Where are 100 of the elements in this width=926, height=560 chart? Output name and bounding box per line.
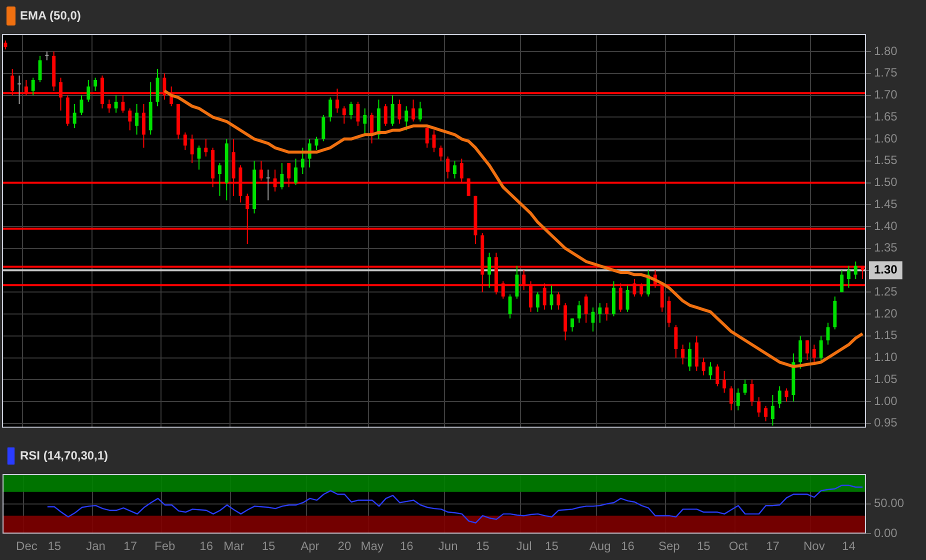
candlestick — [404, 106, 408, 131]
candlestick — [218, 162, 222, 196]
x-tick-label: 16 — [400, 539, 414, 554]
candlestick — [508, 294, 512, 319]
y-tick-label: 0.95 — [874, 416, 898, 430]
candlestick — [729, 386, 733, 411]
x-tick-label: Oct — [728, 539, 748, 554]
candlestick — [591, 306, 595, 332]
candlestick — [570, 318, 574, 332]
x-tick-label: 15 — [476, 539, 490, 554]
x-tick-label: May — [360, 539, 384, 554]
candlestick — [294, 158, 298, 186]
candlestick — [45, 51, 49, 61]
candlestick — [86, 79, 90, 102]
x-tick-label: 15 — [696, 539, 711, 554]
x-tick-label: 15 — [262, 539, 276, 554]
candlestick — [432, 130, 436, 153]
candlestick — [280, 162, 284, 190]
x-tick-label: 16 — [621, 539, 635, 554]
candlestick — [114, 94, 118, 114]
candlestick — [764, 405, 768, 422]
y-tick-label: 0.00 — [874, 526, 898, 540]
candlestick — [142, 104, 146, 148]
candlestick — [390, 94, 394, 126]
candlestick — [840, 270, 844, 293]
candlestick — [688, 342, 692, 372]
legend-label: EMA (50,0) — [20, 8, 81, 22]
candlestick — [94, 77, 98, 92]
candlestick — [806, 340, 809, 360]
candlestick — [556, 292, 560, 310]
candlestick — [453, 160, 456, 179]
candlestick — [722, 370, 726, 394]
candlestick — [750, 379, 754, 406]
y-tick-label: 1.75 — [874, 66, 898, 80]
x-tick-label: Jun — [438, 539, 458, 554]
candlestick — [819, 335, 823, 363]
y-tick-label: 1.20 — [874, 306, 898, 320]
y-tick-label: 1.10 — [874, 350, 898, 364]
candlestick — [384, 104, 388, 126]
candlestick — [425, 125, 429, 148]
candlestick — [536, 292, 540, 312]
candlestick — [342, 106, 346, 124]
y-tick-label: 1.50 — [874, 175, 898, 190]
x-tick-label: Aug — [589, 539, 611, 554]
candlestick — [826, 322, 830, 346]
candlestick — [798, 335, 802, 370]
y-tick-label: 1.35 — [874, 240, 898, 255]
y-tick-label: 50.00 — [874, 496, 904, 510]
candlestick — [605, 302, 609, 322]
y-tick-label: 1.15 — [874, 328, 898, 342]
candlestick — [328, 96, 332, 122]
y-tick-label: 1.25 — [874, 284, 898, 298]
candlestick — [363, 108, 367, 136]
y-tick-label: 1.55 — [874, 153, 898, 168]
legend-label: RSI (14,70,30,1) — [20, 448, 108, 462]
ref-line-label: 1.30 — [874, 262, 898, 277]
candlestick — [446, 156, 450, 179]
y-tick-label: 1.05 — [874, 372, 898, 386]
candlestick — [702, 357, 706, 376]
candlestick — [598, 302, 602, 324]
candlestick — [716, 364, 720, 387]
candlestick — [418, 101, 422, 122]
x-tick-label: Sep — [658, 539, 680, 554]
candlestick — [626, 285, 630, 312]
candlestick — [577, 300, 581, 324]
candlestick — [190, 134, 194, 164]
candlestick — [681, 344, 685, 365]
candlestick — [18, 75, 22, 105]
y-tick-label: 1.70 — [874, 88, 898, 102]
x-tick-label: 17 — [124, 539, 138, 554]
x-tick-label: 16 — [200, 539, 214, 554]
y-tick-label: 1.65 — [874, 109, 898, 124]
candlestick — [31, 77, 35, 96]
x-tick-label: 15 — [545, 539, 559, 554]
candlestick — [72, 104, 76, 129]
candlestick — [488, 252, 492, 288]
x-tick-label: Jan — [86, 539, 106, 554]
candlestick — [349, 101, 353, 120]
candlestick — [770, 394, 774, 426]
candlestick — [757, 396, 761, 418]
candlestick — [515, 265, 519, 300]
x-tick-label: Apr — [300, 539, 320, 554]
candlestick — [412, 99, 415, 122]
y-tick-label: 1.00 — [874, 394, 898, 408]
candlestick — [854, 261, 858, 280]
candlestick — [439, 145, 443, 162]
candlestick — [398, 99, 402, 124]
candlestick — [80, 94, 84, 116]
y-tick-label: 1.80 — [874, 44, 898, 58]
candlestick — [356, 101, 360, 126]
x-tick-label: 20 — [338, 539, 352, 554]
x-tick-label: 15 — [48, 539, 62, 554]
candlestick — [674, 324, 678, 358]
x-tick-label: 17 — [766, 539, 780, 554]
x-tick-label: 14 — [842, 539, 856, 554]
candlestick — [128, 108, 132, 131]
candlestick — [204, 138, 208, 158]
candlestick — [370, 112, 374, 144]
candlestick — [812, 344, 816, 363]
candlestick — [743, 379, 747, 396]
